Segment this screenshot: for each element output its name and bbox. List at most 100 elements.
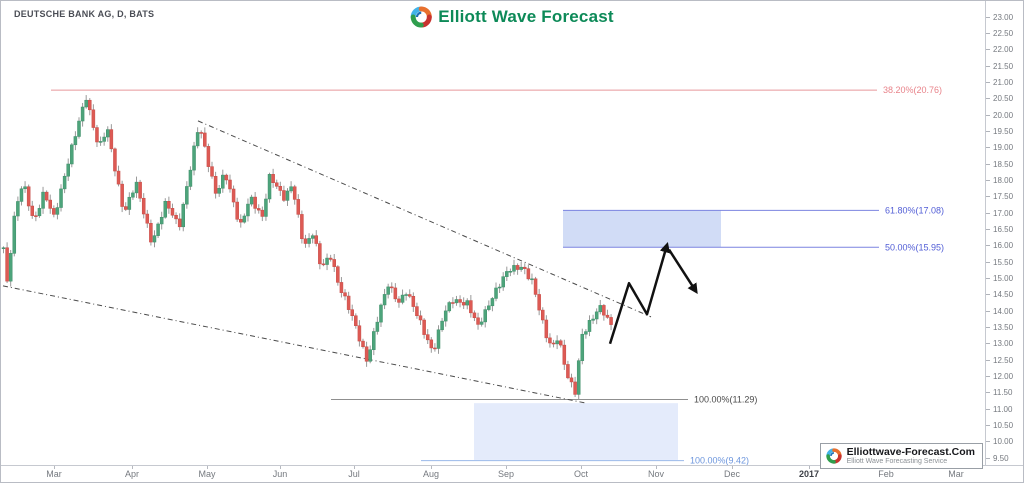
tick-dash <box>986 261 990 263</box>
candle <box>300 214 304 240</box>
time-tick <box>354 466 355 469</box>
candle <box>159 216 164 225</box>
candle <box>519 266 523 270</box>
candle <box>476 317 480 325</box>
candle <box>454 299 459 304</box>
price-tick: 21.00 <box>986 78 1013 87</box>
candle <box>461 302 466 306</box>
candle <box>34 215 38 217</box>
candle <box>605 314 610 318</box>
price-axis[interactable]: 23.00 22.50 22.00 21.50 21.00 20.50 20.00 19.50… <box>985 1 1023 465</box>
time-tick <box>809 466 810 469</box>
candle <box>372 331 376 350</box>
candle <box>555 340 559 345</box>
tick-dash <box>986 81 990 83</box>
candle <box>217 187 221 194</box>
candle <box>526 268 531 280</box>
candle <box>379 304 383 323</box>
candle <box>98 141 103 143</box>
candle <box>386 286 390 295</box>
candle <box>400 294 405 303</box>
tick-dash <box>986 130 990 132</box>
candle <box>210 166 214 177</box>
candle <box>440 320 444 331</box>
time-axis-label: Sep <box>497 469 515 479</box>
candle <box>116 170 121 185</box>
candle <box>239 219 243 223</box>
tick-dash <box>986 196 990 198</box>
price-tick-label: 11.00 <box>993 404 1013 414</box>
candle <box>188 169 193 187</box>
candle <box>332 259 336 267</box>
candle <box>267 174 272 200</box>
candle <box>52 208 56 215</box>
tick-dash <box>986 65 990 67</box>
tick-dash <box>986 343 990 345</box>
time-tick <box>656 466 657 469</box>
candle <box>523 266 527 269</box>
time-tick <box>506 466 507 469</box>
candle <box>537 294 541 311</box>
candle <box>213 176 218 194</box>
candle <box>192 145 196 171</box>
candle <box>177 218 182 228</box>
time-tick <box>581 466 582 469</box>
candle <box>501 276 505 288</box>
candle <box>59 188 63 208</box>
candle <box>469 300 473 314</box>
candle <box>447 302 452 312</box>
candle <box>602 305 606 316</box>
tick-dash <box>986 147 990 149</box>
price-tick: 20.50 <box>986 94 1013 103</box>
candle <box>66 163 70 177</box>
candle <box>120 183 124 207</box>
price-tick-label: 12.00 <box>993 371 1014 381</box>
tick-dash <box>986 375 990 377</box>
candle <box>404 294 408 296</box>
price-tick: 16.50 <box>986 225 1013 234</box>
candle <box>479 321 484 325</box>
candle <box>361 340 365 348</box>
candle <box>12 215 17 254</box>
candle <box>37 208 42 217</box>
candle <box>292 186 297 200</box>
candle <box>156 223 160 236</box>
price-tick: 17.50 <box>986 192 1013 201</box>
candle <box>490 298 495 307</box>
candle <box>26 186 31 207</box>
candle <box>487 305 491 310</box>
candle <box>44 191 49 201</box>
candle <box>551 342 556 345</box>
tick-dash <box>986 424 990 426</box>
candle <box>274 182 279 187</box>
price-tick-label: 23.00 <box>993 12 1014 22</box>
tick-dash <box>986 310 990 312</box>
time-axis-label: Mar <box>46 469 62 479</box>
tick-dash <box>986 408 990 410</box>
time-axis[interactable]: Mar Apr May Jun Jul Aug Sep Oct Nov Dec 2017 Feb Mar <box>1 465 1023 482</box>
candle <box>95 127 99 143</box>
candle <box>382 294 387 306</box>
price-tick-label: 10.50 <box>993 420 1014 430</box>
candle <box>55 207 60 215</box>
candle <box>264 198 268 217</box>
candle <box>138 181 142 199</box>
price-tick-label: 20.50 <box>993 94 1014 104</box>
time-tick <box>132 466 133 469</box>
candle <box>508 271 513 273</box>
site-logo: Elliott Wave Forecast <box>410 6 614 28</box>
candle <box>576 360 581 395</box>
tick-dash <box>986 457 990 459</box>
candle <box>483 309 487 323</box>
candle <box>415 306 419 317</box>
fib-level-label: 50.00%(15.95) <box>885 242 944 252</box>
time-tick <box>207 466 208 469</box>
candle <box>336 266 340 283</box>
candle <box>62 175 67 190</box>
candle <box>321 263 326 266</box>
price-tick-label: 16.00 <box>993 241 1014 251</box>
price-tick: 20.00 <box>986 111 1013 120</box>
candle <box>77 120 81 137</box>
price-tick-label: 19.50 <box>993 126 1014 136</box>
